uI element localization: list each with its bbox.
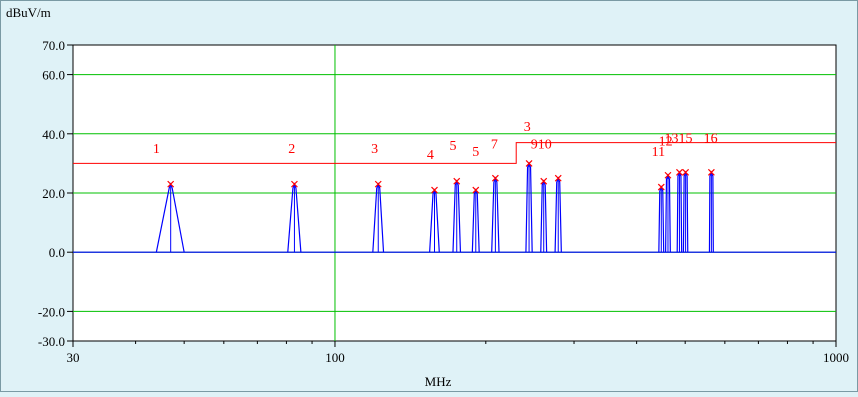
marker-label: 5 xyxy=(449,139,456,154)
marker-label: 11 xyxy=(652,145,665,160)
spectrum-group xyxy=(73,161,836,253)
peak-marker-stroke xyxy=(472,186,480,194)
y-tick-label: -30.0 xyxy=(38,334,65,349)
x-tick-label: 1000 xyxy=(823,350,849,365)
peak-marker-x xyxy=(682,168,690,176)
peak-marker-x xyxy=(167,180,175,188)
marker-label: 16 xyxy=(704,132,718,147)
peak-marker-x xyxy=(540,177,548,185)
peak-marker-x xyxy=(472,186,480,194)
marker-label: 1315 xyxy=(665,132,693,147)
y-tick-label: 70.0 xyxy=(42,38,65,53)
marker-label: 2 xyxy=(288,142,295,157)
marker-label: 7 xyxy=(491,138,498,153)
peak-marker-x xyxy=(374,180,382,188)
y-tick-label: 60.0 xyxy=(42,68,65,83)
peak-marker-stroke xyxy=(453,177,461,185)
peak-marker-x xyxy=(525,159,533,167)
peak-marker-stroke xyxy=(657,183,665,191)
peak-marker-stroke xyxy=(167,180,175,188)
peak-marker-x xyxy=(657,183,665,191)
peak-marker-stroke xyxy=(431,186,438,194)
x-tick-label: 30 xyxy=(67,350,80,365)
peak-marker-stroke xyxy=(525,159,533,167)
marker-label: 910 xyxy=(531,138,552,153)
marker-label: 3 xyxy=(371,142,378,157)
peak-marker-stroke xyxy=(491,174,499,182)
peak-marker-stroke xyxy=(707,168,715,176)
x-tick-label: 100 xyxy=(325,350,345,365)
peak-marker-x xyxy=(431,186,438,194)
peak-marker-x xyxy=(676,168,683,176)
peak-marker-stroke xyxy=(554,174,562,182)
peak-marker-stroke xyxy=(676,168,683,176)
y-tick-label: 40.0 xyxy=(42,127,65,142)
limit-line-group xyxy=(73,142,836,164)
peak-marker-x xyxy=(664,171,672,179)
peak-marker-x xyxy=(453,177,461,185)
peak-marker-stroke xyxy=(291,180,298,188)
y-axis-ticks: -30.0 -20.0 0.0 20.0 40.0 60.0 70.0 xyxy=(38,38,73,349)
x-axis-label: MHz xyxy=(425,374,452,389)
marker-label: 3 xyxy=(524,120,531,135)
y-tick-label: -20.0 xyxy=(38,304,65,319)
peak-marker-x xyxy=(707,168,715,176)
x-axis-ticks: 30 100 1000 xyxy=(67,341,849,365)
y-tick-label: 20.0 xyxy=(42,186,65,201)
peak-marker-x xyxy=(291,180,298,188)
peak-marker-x xyxy=(554,174,562,182)
y-tick-label: 0.0 xyxy=(49,245,65,260)
peak-marker-stroke xyxy=(374,180,382,188)
marker-label: 1 xyxy=(153,142,160,157)
y-axis-label: dBuV/m xyxy=(6,5,51,20)
marker-label: 4 xyxy=(427,148,434,163)
peak-marker-stroke xyxy=(664,171,672,179)
peak-marker-stroke xyxy=(682,168,690,176)
marker-label: 5 xyxy=(472,145,479,160)
peak-marker-x xyxy=(491,174,499,182)
peak-marker-stroke xyxy=(540,177,548,185)
marker-label: 12 xyxy=(659,135,673,150)
limit-line xyxy=(73,142,836,164)
